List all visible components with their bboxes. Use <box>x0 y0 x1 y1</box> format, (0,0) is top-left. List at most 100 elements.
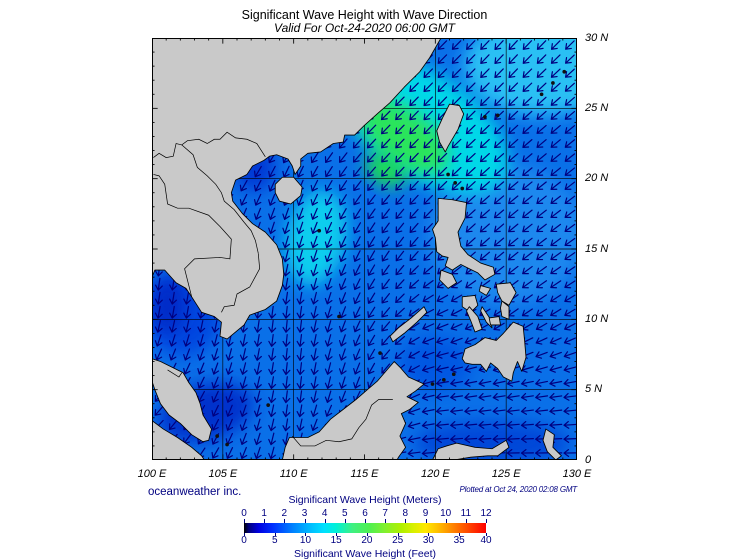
wave-map <box>152 38 577 460</box>
wave-arrow <box>423 166 434 177</box>
wave-arrow <box>536 110 547 120</box>
wave-arrow <box>465 181 476 191</box>
wave-height-colorbar <box>244 523 486 533</box>
wave-arrow <box>409 180 419 191</box>
wave-arrow <box>268 207 276 220</box>
wave-arrow <box>565 54 575 64</box>
wave-arrow <box>492 435 506 443</box>
island-dot <box>460 186 465 191</box>
wave-arrow <box>479 294 491 303</box>
small-islands <box>215 69 567 447</box>
wave-arrow <box>422 280 434 289</box>
wave-arrow <box>197 376 205 389</box>
wave-arrow <box>310 390 319 404</box>
island-dot <box>317 228 322 233</box>
wave-arrow <box>437 180 448 191</box>
wave-arrow <box>450 435 464 443</box>
wave-arrow <box>550 96 561 106</box>
wave-arrow <box>367 180 376 191</box>
wave-arrow <box>268 179 276 192</box>
wave-arrow <box>564 195 576 204</box>
wave-arrow <box>494 54 504 64</box>
wave-arrow <box>550 266 562 275</box>
wave-arrow <box>268 418 277 432</box>
wave-arrow <box>564 294 576 303</box>
wave-arrow <box>437 68 448 78</box>
wave-arrow <box>464 392 478 401</box>
wave-arrow <box>254 348 262 361</box>
wave-arrow <box>282 348 291 361</box>
wave-arrow <box>282 376 291 390</box>
wave-arrow <box>421 407 435 415</box>
wave-arrow <box>395 110 405 121</box>
wave-arrow <box>550 294 562 303</box>
wave-arrow <box>535 449 549 457</box>
wave-arrow <box>423 208 433 219</box>
wave-arrow <box>522 40 533 50</box>
feet-tick-mark <box>274 533 276 536</box>
wave-arrow <box>450 406 464 415</box>
wave-arrow <box>169 320 177 333</box>
wave-arrow <box>508 124 519 135</box>
wave-arrow <box>494 153 505 163</box>
wave-arrow <box>450 323 463 331</box>
wave-arrow <box>550 125 561 134</box>
island-dot <box>378 351 382 355</box>
wave-arrow <box>465 138 476 149</box>
wave-arrow <box>381 349 391 360</box>
wave-arrow <box>239 193 248 206</box>
wave-arrow <box>536 181 547 190</box>
wave-arrow <box>381 166 391 177</box>
wave-arrow <box>338 222 347 234</box>
wave-arrow <box>536 223 547 233</box>
wave-arrow <box>310 277 319 291</box>
wave-arrow <box>479 251 491 261</box>
wave-arrow <box>296 376 305 390</box>
wave-arrow <box>493 167 505 177</box>
wave-arrow <box>550 280 562 289</box>
wave-arrow <box>478 379 492 387</box>
wave-arrow <box>154 405 164 416</box>
wave-arrow <box>423 237 433 247</box>
wave-arrow <box>507 265 519 275</box>
wave-arrow <box>296 333 305 347</box>
wave-arrow <box>437 82 448 93</box>
wave-arrow <box>409 236 419 248</box>
meters-tick-mark <box>304 519 306 523</box>
wave-arrow <box>310 193 319 206</box>
wave-arrow <box>508 96 519 107</box>
wave-arrow <box>310 362 319 375</box>
wave-arrow <box>563 378 577 387</box>
wave-arrow <box>395 250 405 262</box>
wave-arrow <box>506 449 520 457</box>
wave-arrow <box>211 348 220 361</box>
wave-arrow <box>253 193 262 206</box>
meters-tick-label: 11 <box>460 508 472 519</box>
wave-arrow <box>225 404 234 417</box>
wave-arrow <box>423 251 434 261</box>
wave-arrow <box>253 418 262 432</box>
wave-arrow <box>395 180 405 191</box>
lon-tick-label: 130 E <box>562 468 592 480</box>
wave-arrow <box>465 152 476 163</box>
wave-arrow <box>395 152 405 163</box>
wave-arrow <box>508 68 519 78</box>
wave-arrow <box>423 138 434 149</box>
wave-arrow <box>436 351 449 359</box>
wave-arrow <box>492 392 506 401</box>
wave-arrow <box>183 319 192 333</box>
lat-tick-label: 25 N <box>585 101 609 114</box>
wave-arrow <box>535 392 549 401</box>
valid-time-subtitle: Valid For Oct-24-2020 06:00 GMT <box>274 21 455 35</box>
wave-arrow <box>183 305 192 319</box>
land-sulawesi <box>432 439 510 460</box>
wave-arrow <box>409 124 419 135</box>
meters-tick-mark <box>244 519 245 523</box>
wave-arrow <box>197 334 206 347</box>
wave-arrow <box>253 446 262 460</box>
wave-arrow <box>367 236 376 248</box>
island-dot <box>562 69 567 74</box>
wave-arrow <box>522 54 533 64</box>
wave-arrow <box>381 264 390 276</box>
wave-arrow <box>423 265 434 275</box>
